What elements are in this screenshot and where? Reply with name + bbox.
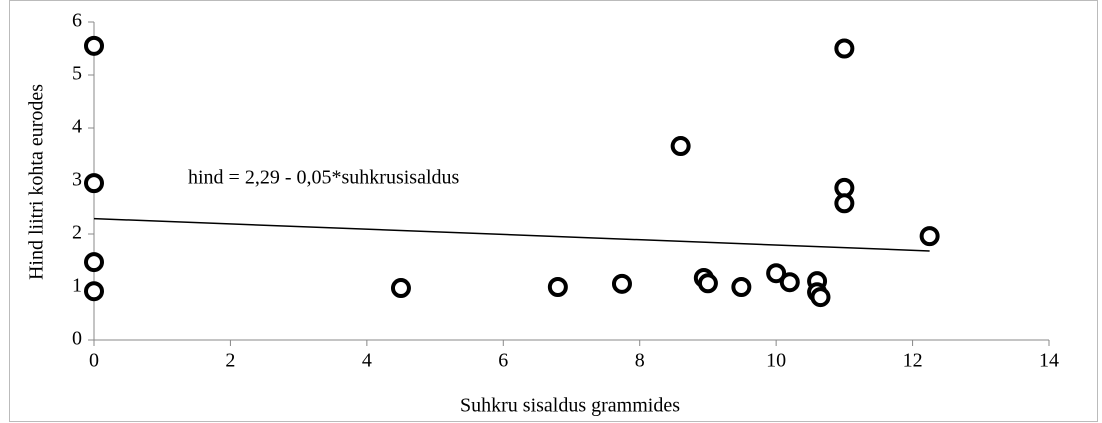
point: [84, 252, 104, 273]
x-tick-label: 10: [766, 350, 786, 372]
y-tick-label: 1: [72, 275, 82, 297]
point: [834, 38, 855, 59]
point: [919, 226, 940, 247]
x-tick-label: 12: [903, 350, 923, 372]
y-tick-label: 0: [72, 328, 82, 350]
x-tick-label: 2: [225, 350, 235, 372]
x-axis-title: Suhkru sisaldus grammides: [460, 395, 680, 417]
y-tick-label: 4: [72, 116, 82, 138]
point: [670, 136, 691, 157]
point: [766, 263, 787, 284]
x-tick-label: 0: [89, 350, 99, 372]
point: [84, 35, 104, 56]
point: [731, 277, 752, 297]
x-tick-label: 14: [1039, 350, 1059, 372]
y-axis-title: Hind liitri kohta eurodes: [26, 84, 48, 280]
point: [834, 193, 855, 214]
point: [810, 287, 831, 308]
point: [390, 278, 411, 299]
y-tick-label: 5: [72, 63, 82, 85]
x-tick-label: 4: [362, 350, 372, 372]
point: [547, 277, 568, 297]
trend-line: [93, 217, 930, 252]
y-tick-label: 6: [72, 10, 82, 32]
x-tick-label: 6: [498, 350, 508, 372]
point: [779, 272, 800, 293]
point: [84, 281, 104, 302]
chart-frame: [9, 0, 1098, 422]
point: [697, 273, 718, 294]
x-tick-label: 8: [635, 350, 645, 372]
y-tick-label: 3: [72, 169, 82, 191]
point: [84, 173, 104, 194]
annotation: hind = 2,29 - 0,05*suhkrusisaldus: [188, 167, 459, 189]
point: [611, 273, 632, 294]
y-tick-label: 2: [72, 222, 82, 244]
